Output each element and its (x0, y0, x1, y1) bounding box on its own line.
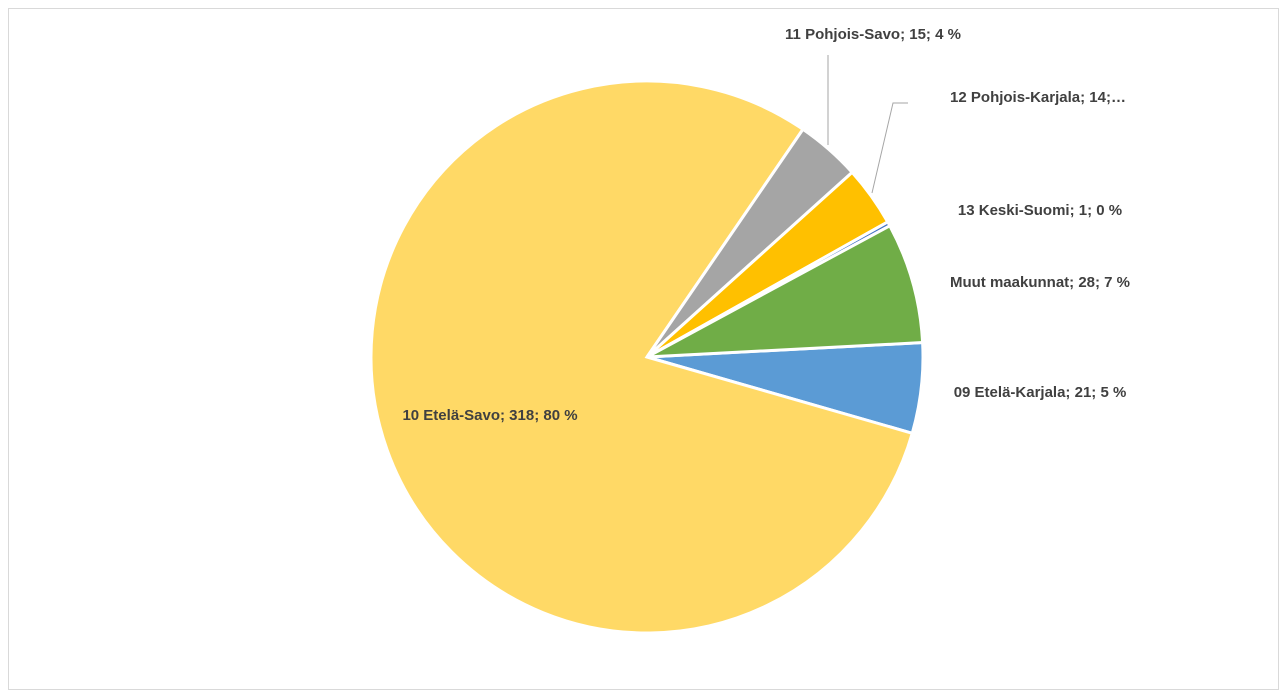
data-label: 11 Pohjois-Savo; 15; 4 % (785, 26, 961, 43)
data-label: 10 Etelä-Savo; 318; 80 % (402, 407, 578, 424)
pie-slice (646, 223, 925, 359)
data-label: 12 Pohjois-Karjala; 14;… (950, 89, 1126, 106)
data-label: Muut maakunnat; 28; 7 % (949, 274, 1131, 291)
leader-line (871, 102, 908, 194)
data-label: 09 Etelä-Karjala; 21; 5 % (953, 384, 1127, 401)
data-label: 13 Keski-Suomi; 1; 0 % (957, 202, 1123, 219)
pie-slice (369, 79, 915, 635)
slices (369, 79, 925, 635)
